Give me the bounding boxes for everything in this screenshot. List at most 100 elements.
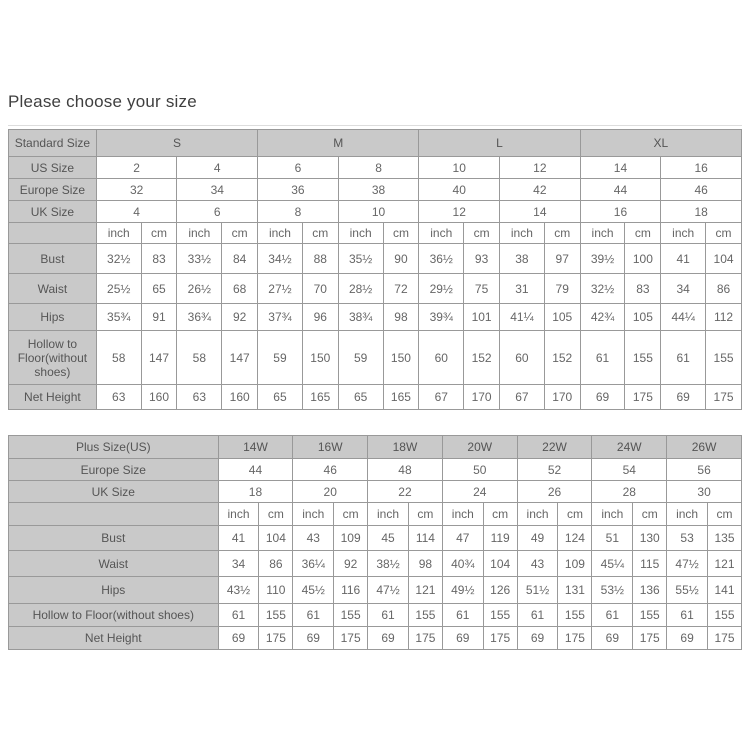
value-cell: 63	[95, 384, 142, 410]
measurement-row: Hollow to Floor(without shoes) 61 155 61 155…	[8, 603, 742, 627]
value-cell: 35¾	[95, 303, 142, 331]
value-cell: 37¾	[257, 303, 303, 331]
value-cell: 34	[217, 550, 260, 577]
row-label-cell: UK Size	[8, 480, 219, 503]
unit-header-cell: inch	[660, 222, 707, 244]
value-cell: 42¾	[579, 303, 626, 331]
value-cell: 65	[257, 384, 303, 410]
value-cell: 44	[217, 458, 294, 481]
value-cell: 58	[176, 330, 223, 385]
value-cell: 61	[441, 603, 484, 627]
size-header-cell: S	[95, 129, 259, 157]
row-label-cell: US Size	[8, 156, 97, 179]
value-cell: 8	[337, 156, 420, 179]
value-cell: 130	[632, 525, 668, 551]
value-cell: 155	[557, 603, 593, 627]
row-label-cell: UK Size	[8, 200, 97, 223]
value-cell: 63	[176, 384, 223, 410]
value-cell: 61	[579, 330, 626, 385]
value-cell: 56	[666, 458, 742, 481]
value-cell: 43½	[217, 576, 260, 604]
value-cell: 90	[382, 243, 420, 274]
value-cell: 92	[333, 550, 369, 577]
value-cell: 175	[258, 626, 294, 650]
size-header-cell: 18W	[367, 435, 443, 459]
section-divider	[8, 125, 742, 126]
row-label-cell: Net Height	[8, 384, 97, 410]
value-cell: 83	[140, 243, 178, 274]
measurement-row: Hips 43½ 110 45½ 116 47½ 121 49½ 126 51½ 131 53½ 136…	[8, 576, 742, 604]
value-cell: 34	[660, 273, 707, 304]
value-cell: 58	[95, 330, 142, 385]
value-cell: 124	[557, 525, 593, 551]
value-cell: 51½	[516, 576, 559, 604]
value-cell: 170	[543, 384, 581, 410]
row-label-cell: Europe Size	[8, 178, 97, 201]
value-cell: 53½	[591, 576, 634, 604]
measurement-row: Net Height 63 160 63 160 65 165 65 165 67 170 67 170…	[8, 384, 742, 410]
value-cell: 72	[382, 273, 420, 304]
value-cell: 61	[217, 603, 260, 627]
value-cell: 115	[632, 550, 668, 577]
size-header-cell: 26W	[666, 435, 742, 459]
value-cell: 155	[482, 603, 518, 627]
value-cell: 97	[543, 243, 581, 274]
value-cell: 68	[221, 273, 259, 304]
unit-header-cell: inch	[337, 222, 384, 244]
value-cell: 16	[579, 200, 662, 223]
value-cell: 43	[292, 525, 335, 551]
value-cell: 86	[258, 550, 294, 577]
value-cell: 67	[499, 384, 545, 410]
value-cell: 22	[367, 480, 443, 503]
measurement-row: Bust 32½ 83 33½ 84 34½ 88 35½ 90 36½ 93 38 97 39½ 100 4…	[8, 243, 742, 274]
unit-header-cell: inch	[367, 502, 409, 526]
value-cell: 39¾	[418, 303, 465, 331]
value-cell: 42	[499, 178, 581, 201]
value-cell: 150	[382, 330, 420, 385]
value-cell: 46	[292, 458, 369, 481]
unit-header-cell: inch	[516, 502, 559, 526]
value-cell: 25½	[95, 273, 142, 304]
corner-blank-cell	[8, 502, 219, 526]
value-cell: 30	[666, 480, 742, 503]
value-cell: 16	[660, 156, 742, 179]
value-cell: 175	[333, 626, 369, 650]
value-cell: 104	[258, 525, 294, 551]
value-cell: 152	[543, 330, 581, 385]
unit-header-cell: cm	[221, 222, 259, 244]
unit-header-cell: cm	[543, 222, 581, 244]
value-cell: 52	[516, 458, 593, 481]
value-cell: 65	[140, 273, 178, 304]
value-cell: 33½	[176, 243, 223, 274]
unit-header-cell: inch	[666, 502, 709, 526]
value-cell: 69	[591, 626, 634, 650]
unit-header-cell: inch	[176, 222, 223, 244]
row-label-cell: Bust	[8, 525, 219, 551]
size-row: Europe Size 44 46 48 50 52 54 56	[8, 458, 742, 481]
value-cell: 32	[95, 178, 178, 201]
unit-header-cell: cm	[624, 222, 662, 244]
value-cell: 155	[632, 603, 668, 627]
value-cell: 27½	[257, 273, 303, 304]
plus-size-table: Plus Size(US) 14W 16W 18W 20W 22W 24W 26W Europe…	[8, 435, 742, 650]
measurement-row: Bust 41 104 43 109 45 114 47 119 49 124 51 130 53 135	[8, 525, 742, 551]
value-cell: 109	[557, 550, 593, 577]
row-label-cell: Bust	[8, 243, 97, 274]
unit-header-cell: inch	[217, 502, 260, 526]
value-cell: 160	[221, 384, 259, 410]
value-cell: 175	[407, 626, 443, 650]
value-cell: 31	[499, 273, 545, 304]
corner-label-cell: Standard Size	[8, 129, 97, 157]
value-cell: 59	[337, 330, 384, 385]
value-cell: 61	[591, 603, 634, 627]
row-label-cell: Hollow to Floor(without shoes)	[8, 603, 219, 627]
value-cell: 175	[482, 626, 518, 650]
value-cell: 119	[482, 525, 518, 551]
unit-header-cell: inch	[292, 502, 335, 526]
value-cell: 45¼	[591, 550, 634, 577]
value-cell: 112	[705, 303, 742, 331]
value-cell: 92	[221, 303, 259, 331]
unit-header-cell: cm	[463, 222, 501, 244]
value-cell: 6	[176, 200, 259, 223]
unit-header-cell: cm	[382, 222, 420, 244]
